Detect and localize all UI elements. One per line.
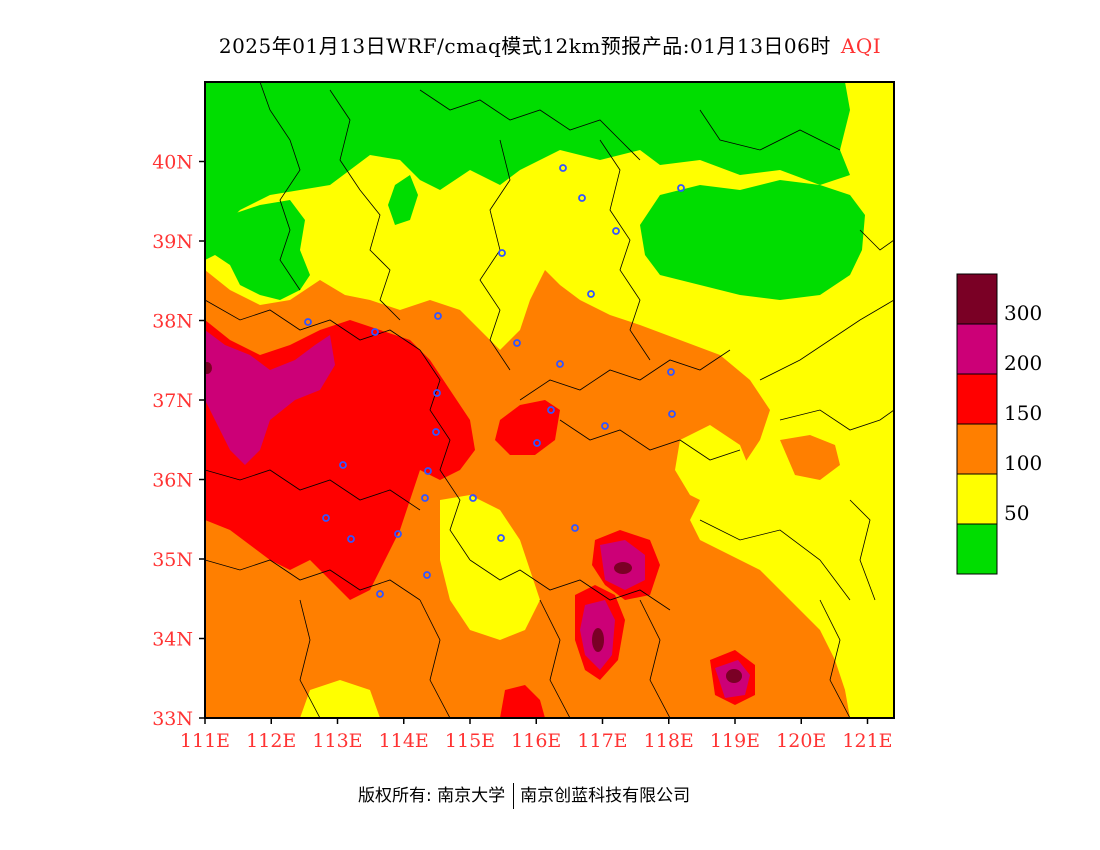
city-marker: [339, 461, 347, 469]
lat-tick-label: 36N: [152, 470, 193, 492]
city-marker: [578, 194, 586, 202]
city-marker: [424, 467, 432, 475]
city-marker: [421, 494, 429, 502]
legend-label: 300: [1004, 301, 1042, 325]
city-marker: [601, 422, 609, 430]
city-marker: [433, 389, 441, 397]
lon-tick-label: 112E: [246, 730, 296, 752]
legend-swatch: [956, 373, 998, 425]
city-marker: [668, 410, 676, 418]
legend-label: 100: [1004, 451, 1042, 475]
aqi-field: [205, 82, 894, 718]
aqi-zone-good-small: [388, 175, 418, 225]
city-marker: [556, 360, 564, 368]
lat-tick-label: 37N: [152, 390, 193, 412]
latitude-axis: 40N 39N 38N 37N 36N 35N 34N 33N: [152, 152, 205, 730]
footer-copyright: 版权所有: 南京大学: [358, 786, 506, 806]
city-marker: [304, 318, 312, 326]
legend-label: 200: [1004, 351, 1042, 375]
aqi-zone-good-west: [205, 200, 310, 300]
city-marker: [394, 530, 402, 538]
footer-credits: 版权所有: 南京大学 南京创蓝科技有限公司: [358, 781, 690, 809]
lat-tick-label: 38N: [152, 311, 193, 333]
lat-tick-label: 33N: [152, 708, 193, 730]
lon-tick-label: 121E: [842, 730, 892, 752]
lat-tick-label: 35N: [152, 549, 193, 571]
aqi-zone-moderate-central: [440, 495, 540, 640]
aqi-zone-moderate-east: [675, 425, 750, 505]
aqi-zone-orange-east: [780, 435, 840, 480]
city-marker: [347, 535, 355, 543]
lon-tick-label: 116E: [511, 730, 561, 752]
longitude-axis: 111E 112E 113E 114E 115E 116E 117E 118E 119E 120E…: [180, 718, 893, 752]
city-marker: [559, 164, 567, 172]
city-marker: [434, 312, 442, 320]
lon-tick-label: 113E: [312, 730, 362, 752]
aqi-zone-hazardous-3: [726, 669, 742, 683]
city-marker: [376, 590, 384, 598]
city-marker: [469, 494, 477, 502]
legend-label: 150: [1004, 401, 1042, 425]
aqi-zone-good-north: [205, 82, 850, 240]
legend-swatch: [956, 523, 998, 575]
aqi-zone-good-east: [640, 180, 865, 300]
lat-tick-label: 34N: [152, 629, 193, 651]
city-marker: [497, 534, 505, 542]
lon-tick-label: 120E: [776, 730, 826, 752]
aqi-legend: 50 100 150 200 300: [956, 273, 1042, 575]
legend-label: 50: [1004, 501, 1029, 525]
title-variable: AQI: [840, 34, 882, 58]
city-marker: [547, 406, 555, 414]
legend-swatch: [956, 323, 998, 375]
city-marker: [587, 290, 595, 298]
city-marker: [571, 524, 579, 532]
aqi-zone-hazardous-2: [614, 562, 632, 574]
city-marker: [667, 368, 675, 376]
aqi-zone-red-bottom: [500, 685, 545, 718]
aqi-zone-magenta-west: [205, 330, 335, 465]
city-marker: [423, 571, 431, 579]
aqi-zone-moderate-south: [300, 680, 380, 718]
legend-swatch: [956, 273, 998, 325]
city-marker: [498, 249, 506, 257]
city-marker: [513, 339, 521, 347]
lon-tick-label: 115E: [445, 730, 495, 752]
title-main: 2025年01月13日WRF/cmaq模式12km预报产品:01月13日06时: [218, 34, 831, 58]
boundary-lines: [205, 82, 894, 718]
footer-company: 南京创蓝科技有限公司: [520, 786, 691, 806]
aqi-zone-hazardous-1: [592, 628, 604, 652]
chart-title: 2025年01月13日WRF/cmaq模式12km预报产品:01月13日06时 A…: [0, 30, 1100, 59]
city-marker: [677, 184, 685, 192]
aqi-zone-red-center: [495, 400, 560, 455]
footer-separator: [513, 783, 515, 809]
city-markers: [304, 164, 685, 598]
lon-tick-label: 114E: [379, 730, 429, 752]
legend-swatch: [956, 423, 998, 475]
city-marker: [612, 227, 620, 235]
aqi-zone-moderate-right: [760, 470, 815, 550]
lon-tick-label: 119E: [710, 730, 760, 752]
lat-tick-label: 40N: [152, 152, 193, 174]
aqi-zone-hazardous-4: [205, 362, 212, 374]
legend-swatch: [956, 473, 998, 525]
city-marker: [432, 428, 440, 436]
city-marker: [371, 328, 379, 336]
city-marker: [533, 439, 541, 447]
lon-tick-label: 118E: [644, 730, 694, 752]
city-marker: [322, 514, 330, 522]
lat-tick-label: 39N: [152, 231, 193, 253]
lon-tick-label: 111E: [180, 730, 230, 752]
lon-tick-label: 117E: [577, 730, 627, 752]
